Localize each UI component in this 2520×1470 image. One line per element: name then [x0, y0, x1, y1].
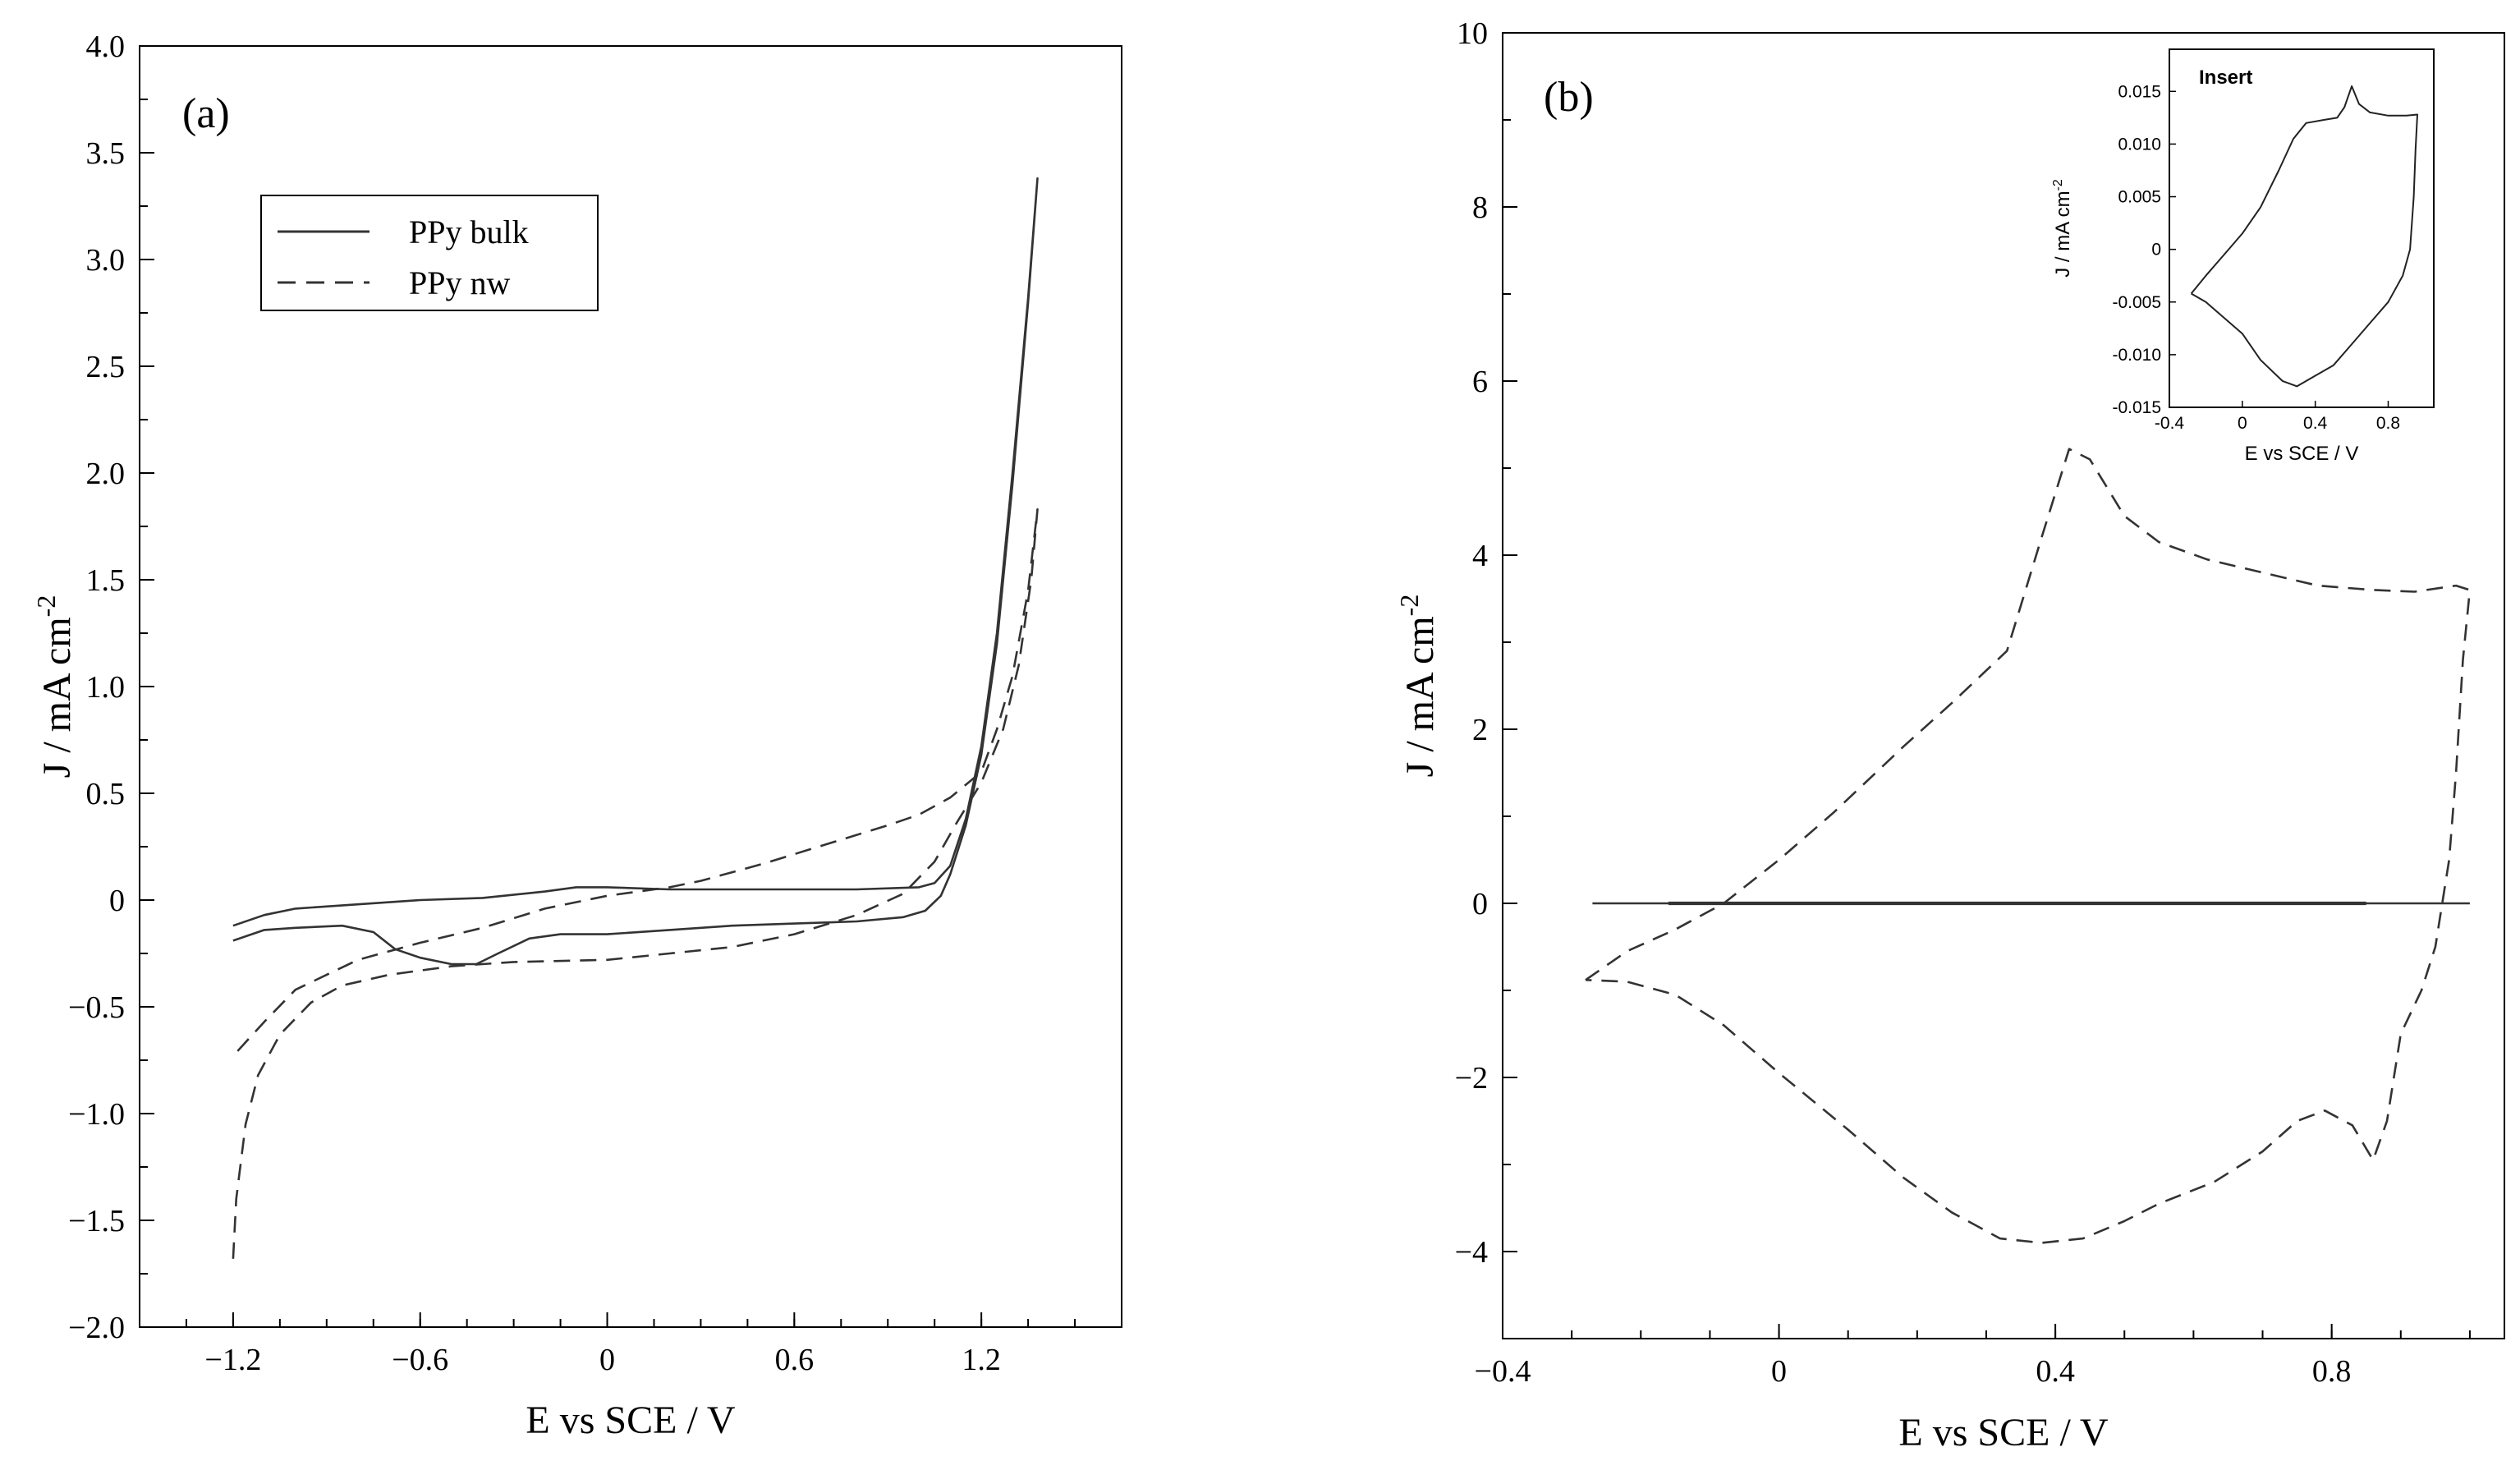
panel-b-y-axis-title: J / mA cm-2 [1394, 595, 1442, 778]
panel-b-inset: Insert -0.4 0 0.4 0.8 -0.015 -0.010 -0.005 0 0.… [2051, 48, 2435, 465]
panel-a: −1.2 −0.6 0 0.6 1.2 −2.0 −1.5 −1.0 −0.5 0 0.5 1.0 1… [31, 30, 1122, 1442]
panel-a-y-axis-title-sup: -2 [31, 595, 61, 618]
panel-a-y-tick-label: 3.0 [86, 243, 126, 278]
inset-series-ppy-bulk [2190, 85, 2418, 388]
panel-b-x-axis-title: E vs SCE / V [1898, 1411, 2109, 1454]
inset-series [2190, 85, 2418, 388]
inset-y-tick-label: -0.010 [2112, 346, 2161, 365]
panel-a-y-tick-label: −1.5 [68, 1204, 125, 1238]
panel-a-y-tick-label: −0.5 [68, 990, 125, 1025]
panel-b-y-ticks: −4 −2 0 2 4 6 8 10 [1455, 16, 1517, 1339]
panel-b-y-tick-label: 0 [1472, 887, 1488, 921]
panel-b: −0.4 0 0.4 0.8 −4 −2 0 2 4 6 8 10 (b) E vs SCE / V… [1394, 16, 2505, 1454]
legend-label-ppy-nw: PPy nw [409, 264, 510, 301]
panel-b-y-tick-label: 2 [1472, 713, 1488, 747]
inset-x-tick-label: 0 [2238, 414, 2247, 433]
panel-b-x-tick-label: 0 [1771, 1354, 1787, 1389]
panel-b-x-tick-label: 0.4 [2036, 1354, 2075, 1389]
inset-y-tick-label: 0.010 [2118, 135, 2161, 154]
inset-x-tick-label: -0.4 [2155, 414, 2185, 433]
panel-b-y-tick-label: −2 [1455, 1061, 1488, 1096]
panel-a-x-tick-label: −1.2 [204, 1343, 261, 1377]
panel-a-x-ticks: −1.2 −0.6 0 0.6 1.2 [139, 1312, 1122, 1377]
inset-y-tick-label: 0.005 [2118, 188, 2161, 207]
inset-x-axis-title: E vs SCE / V [2245, 443, 2359, 465]
panel-b-x-tick-label: 0.8 [2312, 1354, 2352, 1389]
panel-b-x-tick-label: −0.4 [1475, 1354, 1531, 1389]
inset-y-tick-label: -0.005 [2112, 293, 2161, 312]
panel-a-y-tick-label: 1.5 [86, 563, 126, 598]
inset-plot-frame [2169, 48, 2435, 408]
panel-b-y-axis-title-sup: -2 [1394, 595, 1424, 617]
panel-a-y-tick-label: 2.5 [86, 350, 126, 384]
inset-y-tick-label: -0.015 [2112, 398, 2161, 417]
panel-a-y-tick-label: 1.0 [86, 670, 126, 705]
panel-a-y-tick-label: 0 [109, 884, 125, 918]
panel-a-x-tick-label: 1.2 [962, 1343, 1001, 1377]
panel-a-y-tick-label: 4.0 [86, 30, 126, 64]
inset-y-tick-label: 0 [2151, 241, 2161, 260]
panel-a-x-tick-label: 0 [599, 1343, 615, 1377]
panel-b-y-tick-label: 6 [1472, 365, 1488, 399]
panel-a-y-tick-label: −1.0 [68, 1097, 125, 1132]
panel-a-y-tick-label: −2.0 [68, 1311, 125, 1345]
inset-y-axis-title: J / mA cm-2 [2051, 179, 2074, 278]
panel-a-label: (a) [182, 90, 230, 137]
panel-a-y-tick-label: 2.0 [86, 457, 126, 491]
inset-x-tick-label: 0.4 [2303, 414, 2328, 433]
panel-a-x-axis-title: E vs SCE / V [526, 1399, 736, 1442]
panel-a-series [232, 177, 1039, 1259]
panel-b-y-tick-label: 4 [1472, 539, 1488, 573]
panel-b-plot-frame [1502, 32, 2505, 1339]
panel-b-label: (b) [1544, 74, 1594, 121]
panel-b-y-tick-label: 10 [1457, 16, 1488, 51]
panel-a-legend-box [260, 195, 599, 311]
legend-label-ppy-bulk: PPy bulk [409, 214, 529, 250]
inset-x-tick-label: 0.8 [2376, 414, 2400, 433]
panel-b-series [1585, 448, 2472, 1244]
panel-b-x-ticks: −0.4 0 0.4 0.8 [1475, 1324, 2471, 1389]
inset-y-axis-title-sup: -2 [2051, 179, 2065, 191]
panel-a-x-tick-label: 0.6 [775, 1343, 815, 1377]
panel-b-y-tick-label: −4 [1455, 1235, 1488, 1270]
panel-a-y-tick-label: 3.5 [86, 136, 126, 171]
inset-y-ticks: -0.015 -0.010 -0.005 0 0.005 0.010 0.015 [2112, 82, 2176, 417]
inset-x-ticks: -0.4 0 0.4 0.8 [2155, 401, 2400, 433]
inset-y-tick-label: 0.015 [2118, 82, 2161, 101]
panel-a-legend: PPy bulk PPy nw [260, 195, 599, 311]
panel-a-series-ppy-nw [232, 508, 1039, 1259]
panel-a-y-axis-title: J / mA cm-2 [31, 595, 79, 779]
panel-a-x-tick-label: −0.6 [392, 1343, 448, 1377]
panel-a-series-ppy-bulk [232, 177, 1039, 966]
panel-b-y-tick-label: 8 [1472, 191, 1488, 225]
inset-title: Insert [2199, 67, 2252, 89]
panel-a-y-tick-label: 0.5 [86, 777, 126, 811]
panel-b-series-ppy-nw [1585, 448, 2472, 1244]
panel-a-y-ticks: −2.0 −1.5 −1.0 −0.5 0 0.5 1.0 1.5 2.0 2.5 3.0 3.5 4.… [68, 30, 154, 1345]
